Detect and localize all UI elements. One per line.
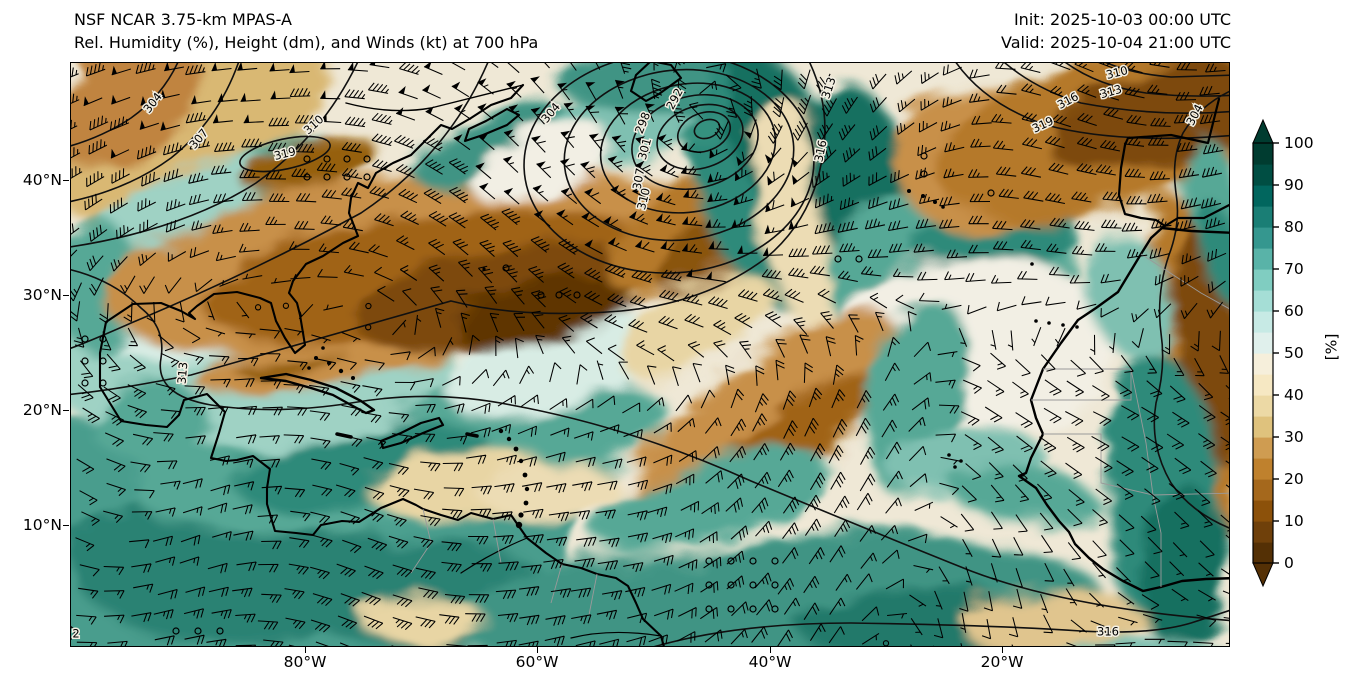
colorbar-tick-label: 70 — [1284, 259, 1304, 278]
contour-label: 313 — [175, 361, 191, 384]
x-tick-label: 40°W — [748, 653, 792, 671]
x-tick-label: 20°W — [980, 653, 1024, 671]
contour-label: 310 — [634, 187, 653, 212]
colorbar-tick-label: 10 — [1284, 511, 1304, 530]
colorbar-tick-label: 100 — [1284, 133, 1314, 152]
colorbar — [1252, 118, 1279, 588]
valid-time: Valid: 2025-10-04 21:00 UTC — [1000, 33, 1231, 52]
contour-label: 2 — [72, 627, 79, 641]
colorbar-tick-label: 40 — [1284, 385, 1304, 404]
model-title: NSF NCAR 3.75-km MPAS-A — [74, 10, 292, 29]
island-dots — [307, 189, 1079, 529]
coastlines — [98, 63, 1229, 646]
contour-label: 316 — [811, 139, 829, 163]
calm-wind-circles — [81, 152, 995, 635]
colorbar-tick-label: 20 — [1284, 469, 1304, 488]
y-tick-mark — [63, 524, 69, 526]
colorbar-tick-label: 30 — [1284, 427, 1304, 446]
colorbar-tick-label: 60 — [1284, 301, 1304, 320]
y-tick-label: 30°N — [22, 286, 62, 304]
x-tick-label: 60°W — [515, 653, 559, 671]
colorbar-tick-label: 80 — [1284, 217, 1304, 236]
colorbar-tick-label: 90 — [1284, 175, 1304, 194]
y-tick-label: 10°N — [22, 516, 62, 534]
x-tick-mark — [1001, 647, 1003, 653]
contour-label: 316 — [1097, 625, 1119, 639]
colorbar-unit-label: [%] — [1322, 333, 1341, 361]
colorbar-tick-label: 0 — [1284, 553, 1294, 572]
map-panel: 304 307 310 319 304 292 298 301 307 310 313 316 316 3… — [70, 62, 1230, 647]
y-tick-label: 40°N — [22, 171, 62, 189]
y-tick-mark — [63, 294, 69, 296]
x-tick-label: 80°W — [283, 653, 327, 671]
map-canvas: 3043073103193042922983013073103133163163… — [71, 63, 1229, 646]
wind-barbs — [71, 63, 1229, 646]
x-tick-mark — [769, 647, 771, 653]
y-tick-label: 20°N — [22, 401, 62, 419]
colorbar-tick-label: 50 — [1284, 343, 1304, 362]
y-tick-mark — [63, 179, 69, 181]
x-tick-mark — [536, 647, 538, 653]
y-tick-mark — [63, 409, 69, 411]
contour-label: 319 — [273, 144, 298, 163]
contour-label: 307 — [630, 167, 648, 191]
plot-subtitle: Rel. Humidity (%), Height (dm), and Wind… — [74, 33, 539, 52]
init-time: Init: 2025-10-03 00:00 UTC — [1013, 10, 1231, 29]
x-tick-mark — [304, 647, 306, 653]
